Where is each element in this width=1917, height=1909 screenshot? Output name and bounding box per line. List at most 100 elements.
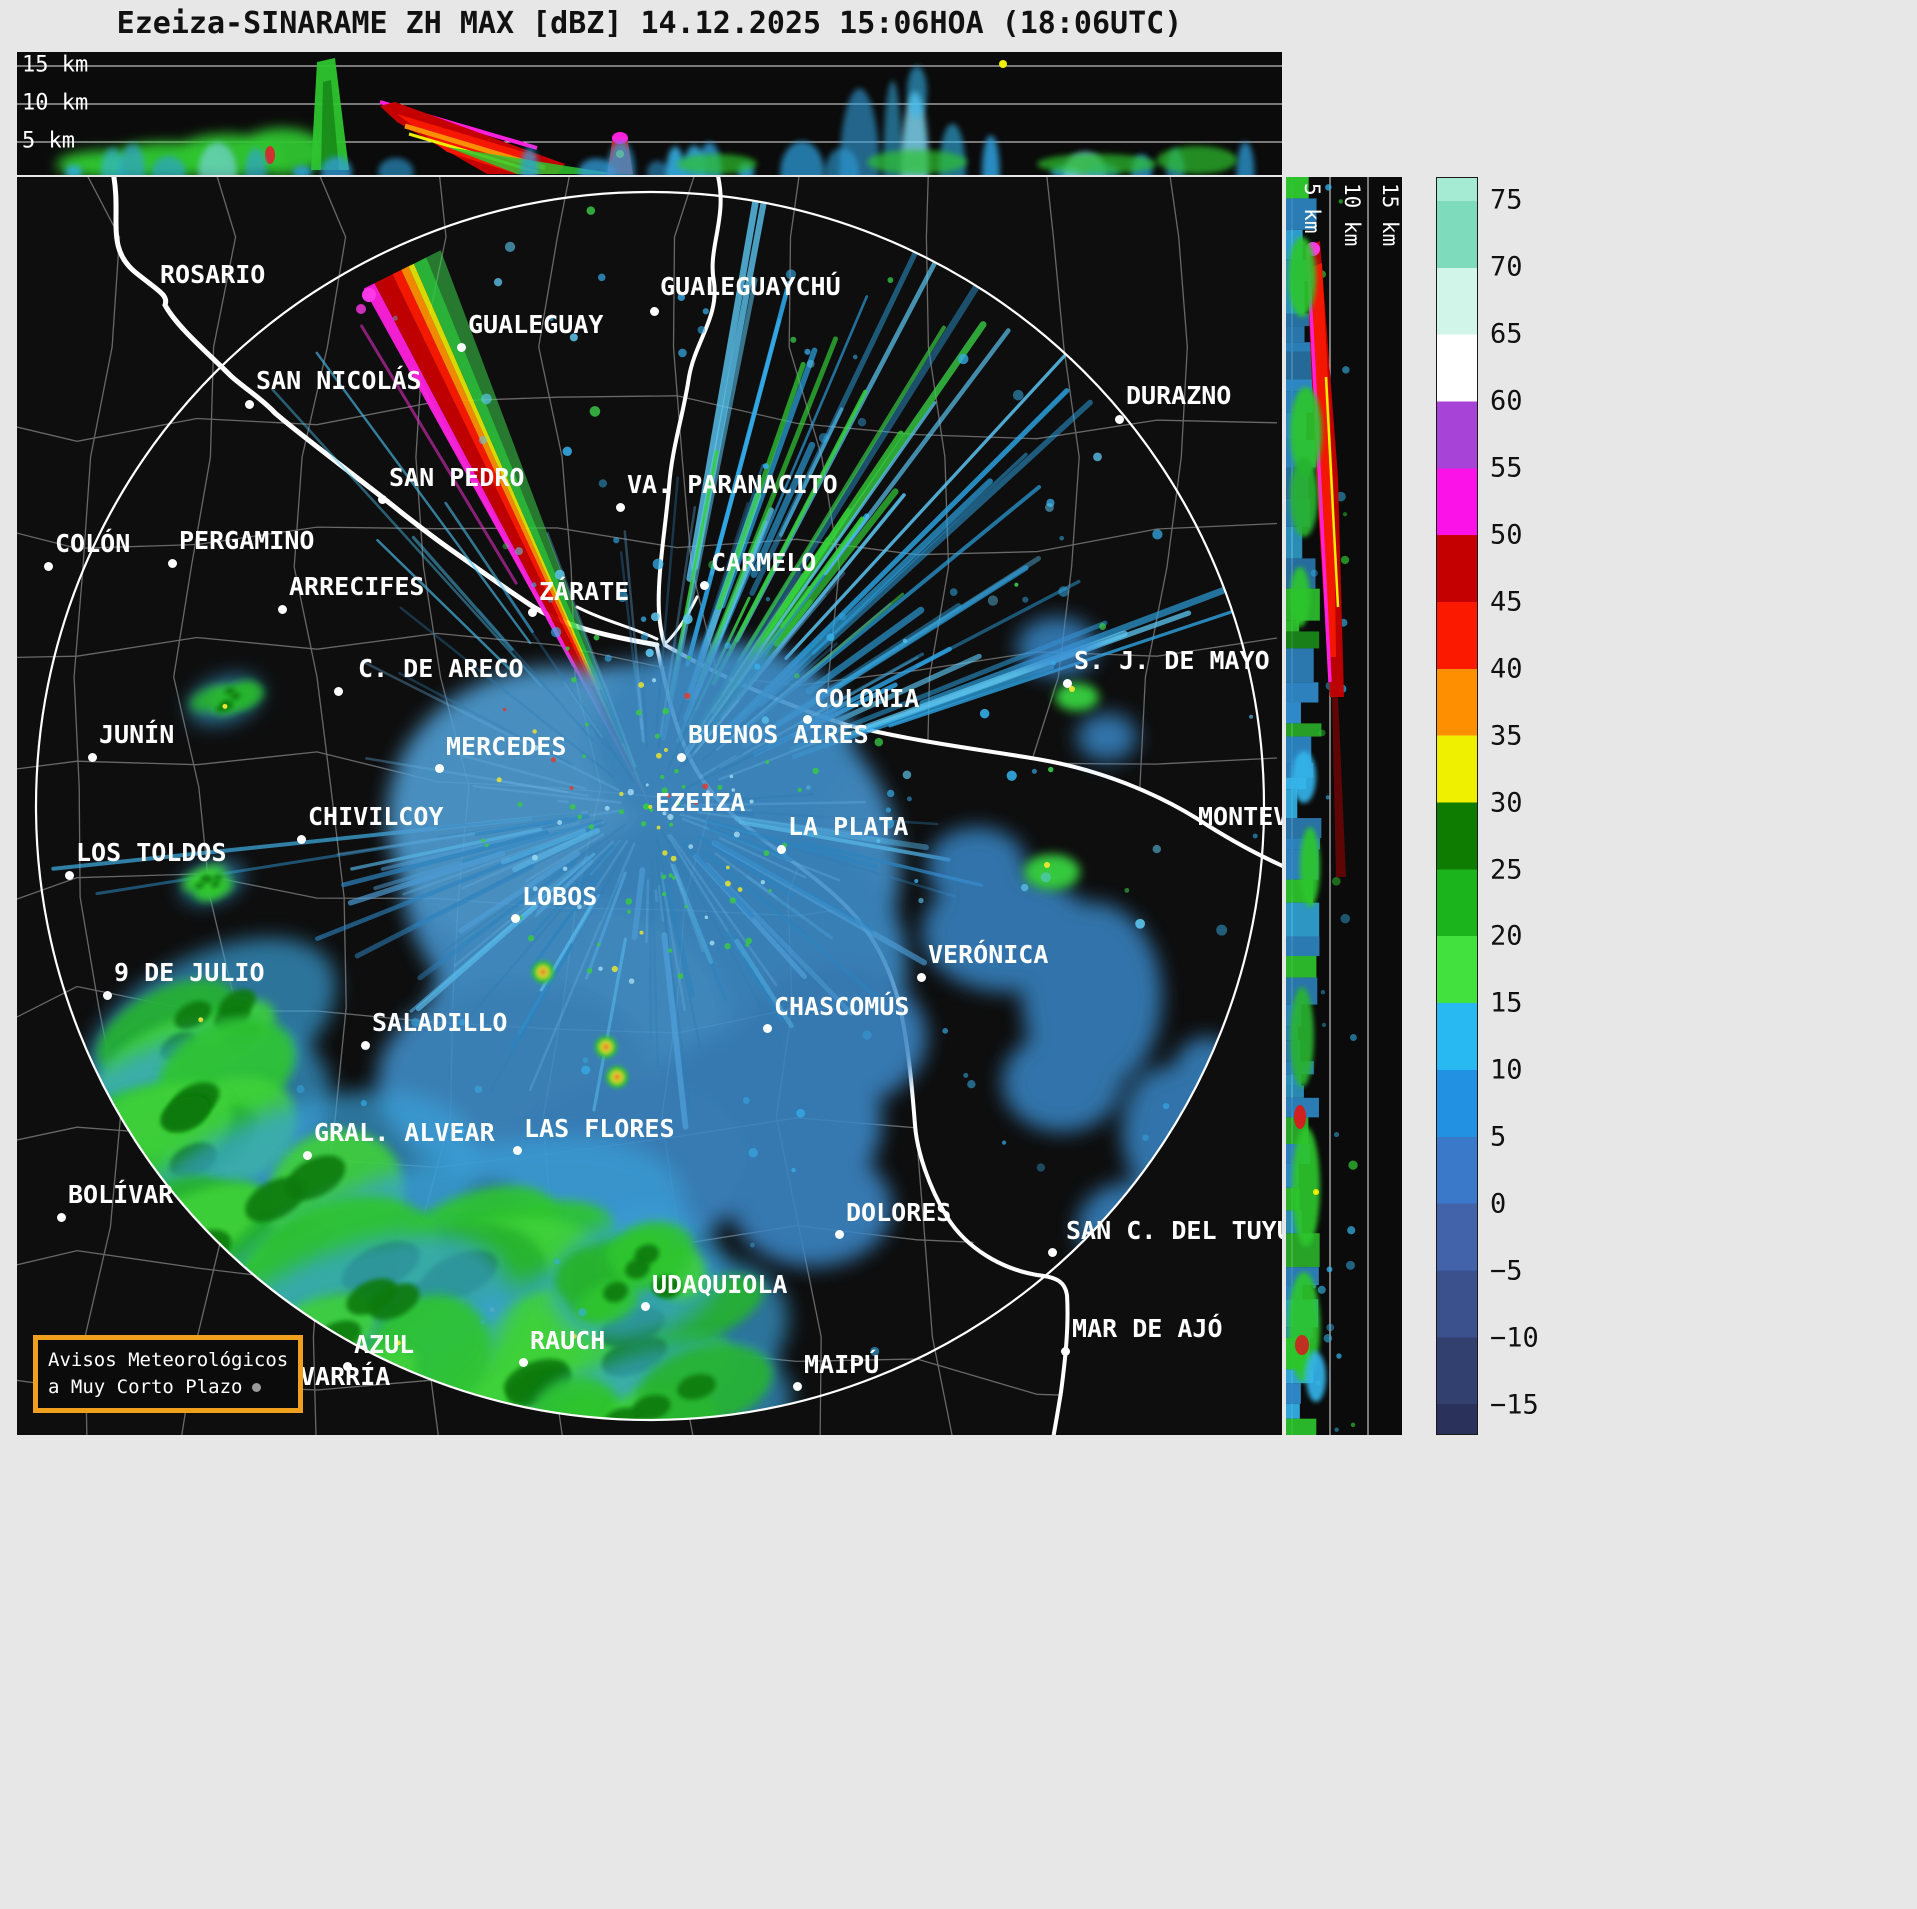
height-label: 5 km bbox=[1300, 183, 1324, 234]
city-label: GUALEGUAY bbox=[468, 310, 604, 339]
city-dot bbox=[1115, 415, 1124, 424]
warning-dot bbox=[252, 1383, 262, 1392]
city-dot bbox=[303, 1151, 312, 1160]
city-label: VA. PARANACITO bbox=[627, 470, 838, 499]
city-label: GRAL. ALVEAR bbox=[314, 1118, 495, 1147]
colorbar-tick: 45 bbox=[1490, 586, 1523, 618]
city-dot bbox=[297, 835, 306, 844]
city-dot bbox=[343, 1362, 352, 1371]
city-label: CHIVILCOY bbox=[308, 802, 444, 831]
city-label-layer: ROSARIO GUALEGUAYCHÚ GUALEGUAY SAN NICOLÁS D… bbox=[17, 177, 1282, 1435]
height-label: 15 km bbox=[22, 52, 89, 78]
city-label: C. DE ARECO bbox=[358, 654, 524, 683]
city-dot bbox=[793, 1382, 802, 1391]
city-label: ROSARIO bbox=[160, 260, 266, 289]
city-label: MAR DE AJÓ bbox=[1072, 1314, 1223, 1343]
city-dot bbox=[65, 871, 74, 880]
height-label: 15 km bbox=[1378, 183, 1402, 247]
warning-box: Avisos Meteorológicos a Muy Corto Plazo bbox=[33, 1335, 304, 1413]
warning-line-1: Avisos Meteorológicos bbox=[48, 1349, 289, 1371]
colorbar-tick: 60 bbox=[1490, 385, 1523, 417]
reflectivity-colorbar: 75 70 65 60 55 50 45 40 35 30 25 20 15 10 5 0 −5 −10 −15 bbox=[1436, 177, 1556, 1435]
colorbar-tick: −15 bbox=[1490, 1389, 1539, 1421]
city-dot bbox=[88, 753, 97, 762]
city-label: CARMELO bbox=[711, 548, 817, 577]
city-dot bbox=[803, 715, 812, 724]
colorbar-tick: −5 bbox=[1490, 1255, 1523, 1287]
city-label: BOLÍVAR bbox=[68, 1180, 174, 1209]
city-label: COLONIA bbox=[814, 684, 920, 713]
colorbar-tick: 20 bbox=[1490, 920, 1523, 952]
city-dot bbox=[641, 1302, 650, 1311]
city-dot bbox=[513, 1146, 522, 1155]
colorbar-tick: 35 bbox=[1490, 720, 1523, 752]
city-dot bbox=[103, 991, 112, 1000]
city-label: UDAQUIOLA bbox=[652, 1270, 788, 1299]
city-label: AZUL bbox=[354, 1330, 415, 1359]
city-label: MERCEDES bbox=[446, 732, 567, 761]
city-dot bbox=[334, 687, 343, 696]
colorbar-tick: 65 bbox=[1490, 318, 1523, 350]
city-dot bbox=[700, 581, 709, 590]
right-profile-canvas bbox=[1286, 177, 1369, 1435]
city-dot bbox=[677, 753, 686, 762]
city-dot bbox=[511, 914, 520, 923]
height-label: 10 km bbox=[1340, 183, 1364, 247]
city-dot bbox=[528, 608, 537, 617]
colorbar-tick: 5 bbox=[1490, 1121, 1507, 1153]
city-dot bbox=[1048, 1248, 1057, 1257]
city-dot bbox=[616, 503, 625, 512]
city-label: JUNÍN bbox=[99, 720, 175, 749]
city-dot bbox=[1061, 1347, 1070, 1356]
city-dot bbox=[168, 559, 177, 568]
top-height-profile-panel: 15 km 10 km 5 km bbox=[17, 52, 1282, 175]
city-label: BUENOS AIRES bbox=[688, 720, 869, 749]
colorbar-tick: 70 bbox=[1490, 251, 1523, 283]
city-label: DOLORES bbox=[846, 1198, 952, 1227]
city-label: CHASCOMÚS bbox=[774, 992, 910, 1021]
city-label: SAN PEDRO bbox=[389, 463, 525, 492]
city-dot bbox=[777, 845, 786, 854]
city-dot bbox=[917, 973, 926, 982]
city-dot bbox=[763, 1024, 772, 1033]
city-label: COLÓN bbox=[55, 529, 131, 558]
city-label: EZEIZA bbox=[655, 788, 746, 817]
colorbar-tick: 25 bbox=[1490, 854, 1523, 885]
height-label: 10 km bbox=[22, 90, 89, 116]
radar-map-panel: ROSARIO GUALEGUAYCHÚ GUALEGUAY SAN NICOLÁS D… bbox=[17, 177, 1282, 1435]
city-label: SAN NICOLÁS bbox=[256, 366, 422, 395]
city-label: 9 DE JULIO bbox=[114, 958, 265, 987]
colorbar-tick: −10 bbox=[1490, 1322, 1539, 1354]
city-label: LOS TOLDOS bbox=[76, 838, 227, 867]
colorbar-tick: 40 bbox=[1490, 653, 1523, 685]
city-label: LA PLATA bbox=[788, 812, 909, 841]
profile-echoes bbox=[57, 58, 1255, 175]
city-dot bbox=[457, 343, 466, 352]
city-label: SAN C. DEL TUYÚ bbox=[1066, 1216, 1282, 1245]
city-label: VERÓNICA bbox=[928, 940, 1049, 969]
colorbar-strip bbox=[1436, 177, 1478, 1435]
city-dot bbox=[519, 1358, 528, 1367]
colorbar-tick: 75 bbox=[1490, 184, 1523, 216]
colorbar-tick: 0 bbox=[1490, 1188, 1507, 1220]
city-dot bbox=[435, 764, 444, 773]
colorbar-tick: 10 bbox=[1490, 1054, 1523, 1086]
city-label: DURAZNO bbox=[1126, 381, 1232, 410]
city-label: RAUCH bbox=[530, 1326, 606, 1355]
height-label: 5 km bbox=[22, 128, 75, 154]
colorbar-tick: 50 bbox=[1490, 519, 1523, 551]
page-title: Ezeiza-SINARAME ZH MAX [dBZ] 14.12.2025 … bbox=[116, 6, 1183, 41]
height-gridlines bbox=[17, 65, 1282, 143]
right-height-profile-panel: 5 km 10 km 15 km bbox=[1286, 177, 1402, 1435]
top-profile-canvas bbox=[17, 58, 1282, 175]
city-label: GUALEGUAYCHÚ bbox=[660, 272, 841, 301]
colorbar-tick: 55 bbox=[1490, 452, 1523, 484]
footer: Servicio Meteorológico Nacional Argentin… bbox=[0, 1435, 1917, 1909]
city-label: S. J. DE MAYO bbox=[1074, 646, 1270, 675]
city-dot bbox=[245, 400, 254, 409]
city-label: MONTEVIDEO bbox=[1198, 802, 1282, 831]
city-dot bbox=[57, 1213, 66, 1222]
city-dot bbox=[361, 1041, 370, 1050]
warning-line-2: a Muy Corto Plazo bbox=[48, 1376, 243, 1398]
